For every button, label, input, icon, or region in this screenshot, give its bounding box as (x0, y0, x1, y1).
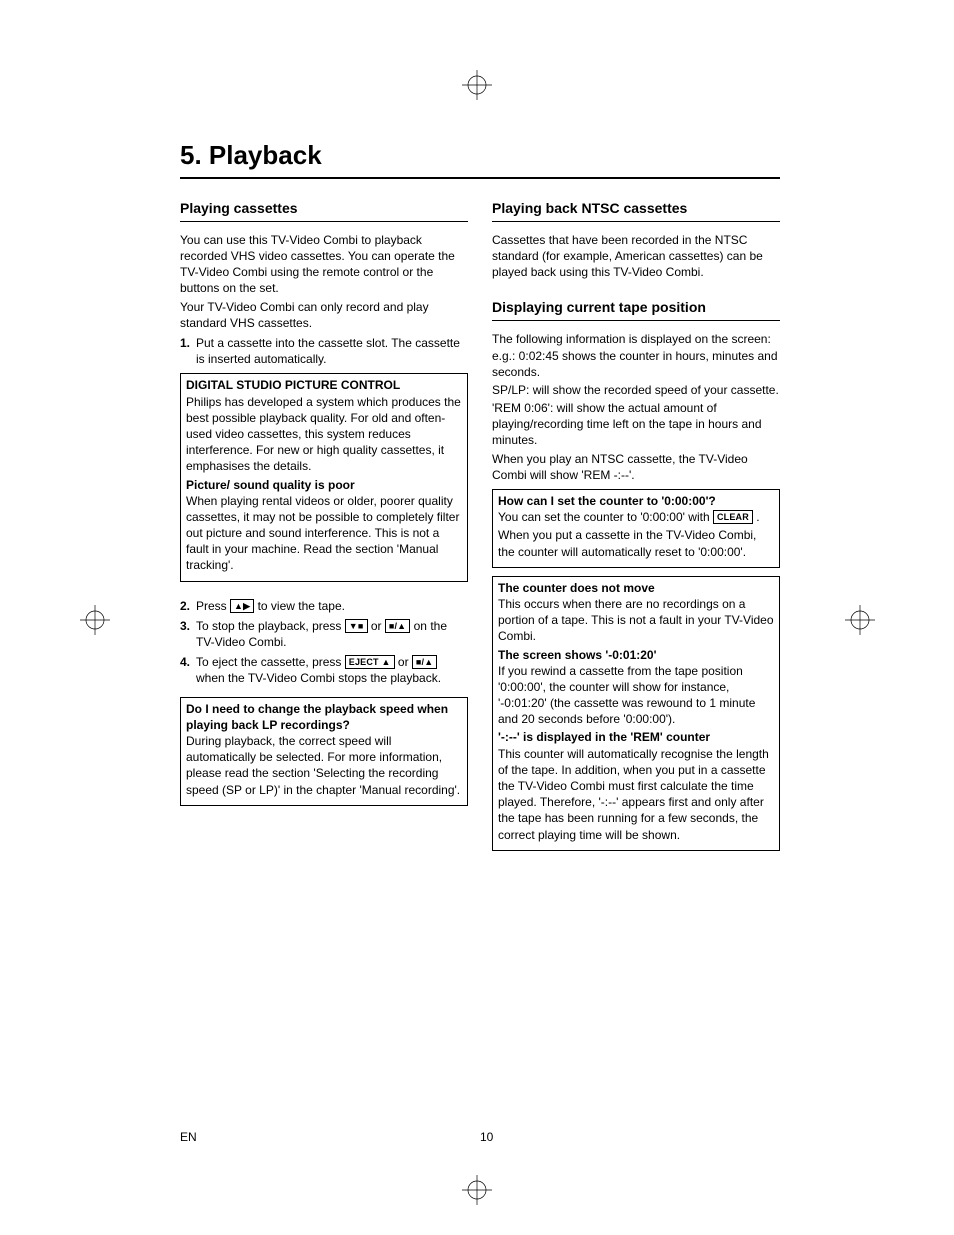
step-text: Press ▲▶ to view the tape. (196, 598, 468, 614)
box-subheading: The screen shows '-0:01:20' (498, 647, 774, 663)
text-fragment: when the TV-Video Combi stops the playba… (196, 671, 441, 685)
keycap-clear-icon: CLEAR (713, 510, 753, 524)
keycap-stop-eject-icon: ■/▲ (412, 655, 437, 669)
body-text: During playback, the correct speed will … (186, 733, 462, 798)
body-text: Cassettes that have been recorded in the… (492, 232, 780, 281)
body-text: 'REM 0:06': will show the actual amount … (492, 400, 780, 449)
box-heading: DIGITAL STUDIO PICTURE CONTROL (186, 377, 462, 393)
body-text: If you rewind a cassette from the tape p… (498, 663, 774, 728)
step-item: 4. To eject the cassette, press EJECT ▲ … (180, 654, 468, 686)
box-subheading: '-:--' is displayed in the 'REM' counter (498, 729, 774, 745)
info-box: DIGITAL STUDIO PICTURE CONTROL Philips h… (180, 373, 468, 581)
body-text: SP/LP: will show the recorded speed of y… (492, 382, 780, 398)
keycap-stop-eject-icon: ■/▲ (385, 619, 410, 633)
step-item: 1. Put a cassette into the cassette slot… (180, 335, 468, 367)
right-column: Playing back NTSC cassettes Cassettes th… (492, 199, 780, 851)
text-fragment: You can set the counter to '0:00:00' wit… (498, 510, 713, 524)
registration-mark-icon (462, 1175, 492, 1205)
left-column: Playing cassettes You can use this TV-Vi… (180, 199, 468, 851)
body-text: When you put a cassette in the TV-Video … (498, 527, 774, 559)
section-heading: Displaying current tape position (492, 298, 780, 321)
text-fragment: to view the tape. (254, 599, 345, 613)
box-heading: How can I set the counter to '0:00:00'? (498, 493, 774, 509)
body-text: The following information is displayed o… (492, 331, 780, 380)
box-heading: Do I need to change the playback speed w… (186, 701, 462, 733)
keycap-play-icon: ▲▶ (230, 599, 254, 613)
body-text: You can set the counter to '0:00:00' wit… (498, 509, 774, 525)
page-footer: EN 10 (180, 1130, 780, 1144)
keycap-stop-icon: ▼■ (345, 619, 368, 633)
page-content: 5. Playback Playing cassettes You can us… (180, 140, 780, 851)
chapter-title: 5. Playback (180, 140, 780, 179)
step-number: 2. (180, 598, 196, 614)
two-column-layout: Playing cassettes You can use this TV-Vi… (180, 199, 780, 851)
footer-language: EN (180, 1130, 480, 1144)
info-box: Do I need to change the playback speed w… (180, 697, 468, 806)
step-text: Put a cassette into the cassette slot. T… (196, 335, 468, 367)
section-heading: Playing back NTSC cassettes (492, 199, 780, 222)
body-text: Philips has developed a system which pro… (186, 394, 462, 475)
body-text: You can use this TV-Video Combi to playb… (180, 232, 468, 297)
text-fragment: or (395, 655, 412, 669)
body-text: When playing rental videos or older, poo… (186, 493, 462, 574)
body-text: This counter will automatically recognis… (498, 746, 774, 843)
text-fragment: To eject the cassette, press (196, 655, 345, 669)
body-text: Your TV-Video Combi can only record and … (180, 299, 468, 331)
manual-page: 5. Playback Playing cassettes You can us… (0, 0, 954, 1235)
registration-mark-icon (462, 70, 492, 100)
step-number: 1. (180, 335, 196, 367)
text-fragment: To stop the playback, press (196, 619, 345, 633)
box-subheading: Picture/ sound quality is poor (186, 477, 462, 493)
body-text: When you play an NTSC cassette, the TV-V… (492, 451, 780, 483)
box-subheading: The counter does not move (498, 580, 774, 596)
body-text: This occurs when there are no recordings… (498, 596, 774, 645)
step-number: 4. (180, 654, 196, 686)
section-heading: Playing cassettes (180, 199, 468, 222)
step-item: 2. Press ▲▶ to view the tape. (180, 598, 468, 614)
registration-mark-icon (80, 605, 110, 635)
info-box: How can I set the counter to '0:00:00'? … (492, 489, 780, 568)
footer-page-number: 10 (480, 1130, 780, 1144)
keycap-eject-icon: EJECT ▲ (345, 655, 395, 669)
text-fragment: Press (196, 599, 230, 613)
text-fragment: or (368, 619, 385, 633)
step-item: 3. To stop the playback, press ▼■ or ■/▲… (180, 618, 468, 650)
step-text: To stop the playback, press ▼■ or ■/▲ on… (196, 618, 468, 650)
step-number: 3. (180, 618, 196, 650)
info-box: The counter does not move This occurs wh… (492, 576, 780, 851)
text-fragment: . (753, 510, 760, 524)
step-text: To eject the cassette, press EJECT ▲ or … (196, 654, 468, 686)
registration-mark-icon (845, 605, 875, 635)
